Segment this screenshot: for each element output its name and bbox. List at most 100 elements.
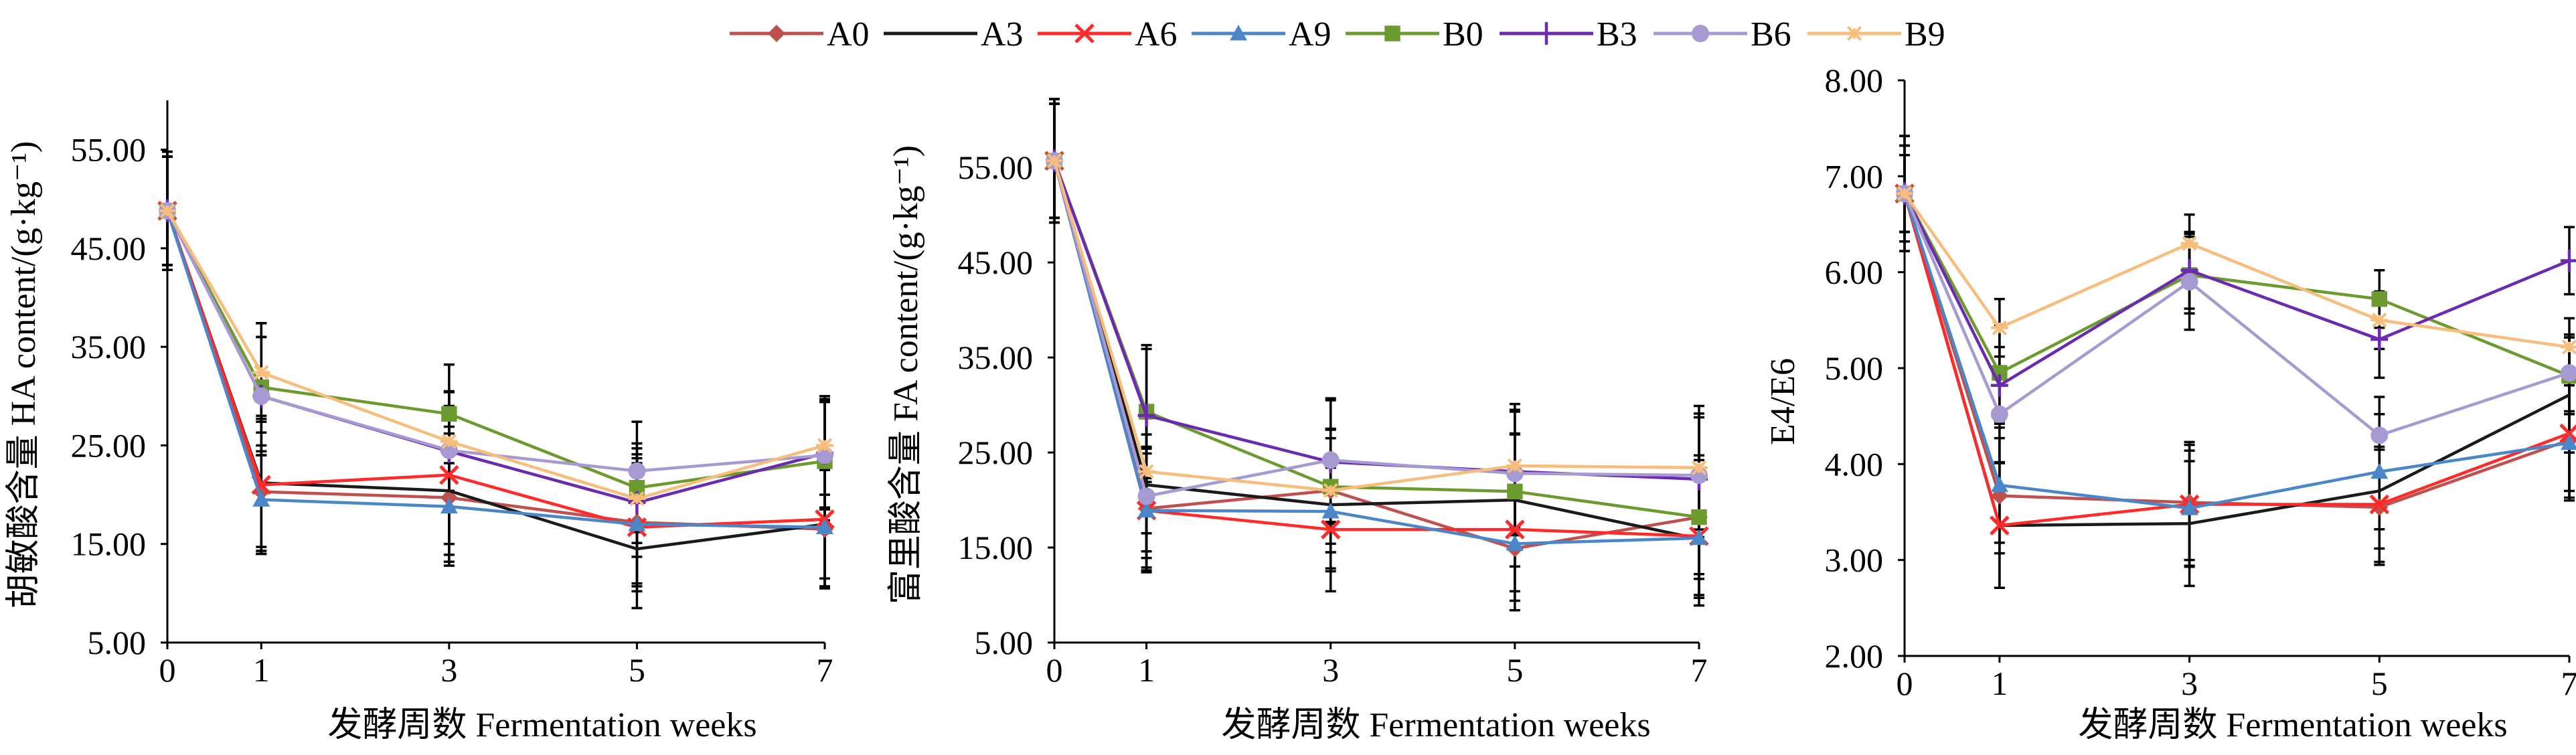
point-b0 (1507, 483, 1523, 499)
point-b6 (252, 387, 270, 405)
x-tick-label: 7 (1691, 651, 1708, 689)
point-b0 (441, 406, 457, 422)
point-a6 (1990, 515, 2010, 535)
e4e6-x-axis-title: 发酵周数 Fermentation weeks (2078, 706, 2507, 744)
point-a9 (1137, 501, 1155, 518)
x-tick-label: 0 (1897, 665, 1913, 702)
y-tick-label: 35.00 (958, 339, 1034, 376)
point-b9 (1896, 185, 1913, 201)
point-b9 (1990, 320, 2008, 335)
x-tick-label: 1 (1138, 651, 1155, 689)
point-b9 (1046, 153, 1063, 169)
y-tick-label: 15.00 (958, 529, 1034, 566)
y-tick-label: 3.00 (1825, 541, 1884, 579)
point-b9 (628, 491, 646, 507)
legend-item-b9: B9 (1807, 15, 1945, 54)
legend-marker-b9 (1846, 25, 1863, 41)
x-tick-label: 7 (817, 651, 833, 689)
x-tick-label: 5 (629, 651, 645, 689)
y-tick-label: 45.00 (958, 244, 1034, 281)
point-a9 (252, 491, 270, 507)
fa-y-axis-title: 富里酸含量 FA content/(g·kg⁻¹) (887, 145, 925, 604)
point-b6 (1137, 487, 1155, 505)
y-tick-label: 4.00 (1825, 445, 1884, 483)
x-tick-label: 3 (2181, 665, 2198, 702)
legend-label-b9: B9 (1905, 15, 1945, 54)
y-tick-label: 55.00 (71, 131, 147, 169)
point-a9 (816, 518, 833, 535)
point-b9 (1321, 483, 1340, 499)
point-b3 (2370, 328, 2389, 351)
ha-y-axis-title: 胡敏酸含量 HA content/(g·kg⁻¹) (5, 141, 43, 609)
legend-label-a0: A0 (827, 15, 870, 54)
series-line-b3 (165, 209, 825, 505)
point-b6 (1321, 451, 1340, 469)
y-tick-label: 5.00 (88, 624, 147, 661)
legend-label-a9: A9 (1289, 15, 1332, 54)
point-a9 (2180, 499, 2198, 515)
y-tick-label: 45.00 (71, 230, 147, 267)
legend-item-b6: B6 (1654, 15, 1791, 54)
x-tick-label: 0 (159, 651, 176, 689)
point-a9 (1690, 529, 1708, 546)
legend-marker-a0 (768, 25, 785, 42)
series-line-b6 (1903, 193, 2570, 437)
point-b6 (1990, 405, 2008, 423)
point-a6 (439, 465, 459, 485)
y-tick-label: 8.00 (1825, 62, 1884, 99)
legend-item-a3: A3 (884, 15, 1024, 54)
legend-marker-b0 (1384, 25, 1400, 41)
point-a9 (1321, 503, 1340, 519)
legend-marker-a9 (1230, 25, 1247, 41)
series-line-b0 (1903, 193, 2570, 378)
e4e6-plot-area: 2.00 3.00 4.00 5.00 6.00 7.00 8.00 0 1 3 5 7 (1825, 62, 2576, 702)
ha-x-axis-title: 发酵周数 Fermentation weeks (327, 706, 756, 744)
y-tick-label: 15.00 (71, 525, 147, 563)
fa-content-chart: 5.00 15.00 25.00 35.00 45.00 55.00 0 1 3 5 7 富里酸含量… (887, 98, 1709, 744)
fa-x-axis-title: 发酵周数 Fermentation weeks (1221, 706, 1650, 744)
point-b9 (2561, 339, 2576, 355)
point-a6 (2369, 494, 2390, 515)
point-a9 (2370, 463, 2389, 479)
legend-item-a6: A6 (1038, 15, 1178, 54)
point-a6 (1505, 519, 1525, 539)
series-line-b3 (1052, 160, 1700, 481)
y-tick-label: 2.00 (1825, 637, 1884, 675)
point-b9 (440, 434, 458, 449)
point-a6 (1320, 519, 1341, 539)
point-b3 (2561, 249, 2576, 272)
legend-marker-b6 (1692, 25, 1709, 42)
fa-plot-area: 5.00 15.00 25.00 35.00 45.00 55.00 0 1 3 5 7 (958, 98, 1709, 689)
y-tick-label: 35.00 (71, 328, 147, 365)
y-tick-label: 5.00 (1825, 349, 1884, 387)
legend-item-a9: A9 (1192, 15, 1332, 54)
legend: A0 A3 A6 A9 B0 B3 B6 B9 (730, 15, 1945, 54)
legend-marker-b3 (1538, 22, 1555, 45)
x-tick-label: 0 (1046, 651, 1063, 689)
x-tick-label: 5 (1506, 651, 1523, 689)
y-tick-label: 7.00 (1825, 157, 1884, 195)
legend-item-b0: B0 (1346, 15, 1483, 54)
e4e6-y-axis-title: E4/E6 (1764, 358, 1802, 445)
point-b9 (159, 203, 176, 219)
point-b6 (628, 462, 646, 480)
point-b9 (1506, 458, 1524, 474)
point-a9 (1990, 476, 2008, 493)
y-tick-label: 5.00 (975, 624, 1034, 661)
point-b6 (2180, 273, 2198, 290)
point-b9 (252, 365, 270, 380)
point-b6 (2561, 364, 2576, 382)
legend-item-a0: A0 (730, 15, 870, 54)
x-tick-label: 3 (1322, 651, 1339, 689)
point-a9 (1506, 535, 1524, 551)
ha-content-chart: 5.00 15.00 25.00 35.00 45.00 55.00 0 1 3 5 7 胡敏酸含量… (5, 100, 835, 744)
point-a6 (2559, 423, 2576, 444)
x-tick-label: 5 (2371, 665, 2388, 702)
point-b0 (1691, 509, 1707, 525)
y-tick-label: 25.00 (958, 434, 1034, 471)
point-b0 (2371, 291, 2387, 307)
point-b9 (2370, 313, 2389, 328)
y-tick-label: 6.00 (1825, 254, 1884, 291)
legend-label-a6: A6 (1135, 15, 1178, 54)
point-b9 (1690, 460, 1708, 475)
